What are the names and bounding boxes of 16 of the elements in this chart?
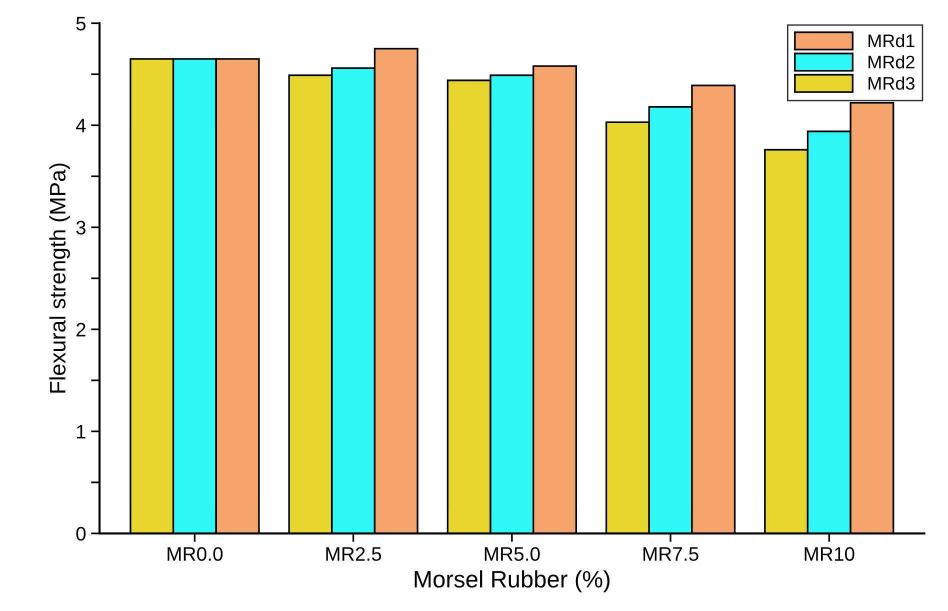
x-tick-label: MR5.0 <box>484 547 540 561</box>
x-axis-title: Morsel Rubber (%) <box>414 570 610 592</box>
x-tick-label: MR2.5 <box>326 547 382 561</box>
legend-label: MRd2 <box>868 55 914 68</box>
y-tick-label: 4 <box>76 118 86 132</box>
y-axis-title: Flexural strength (MPa) <box>49 164 70 393</box>
y-tick-label: 0 <box>76 526 86 541</box>
y-tick-label: 1 <box>77 425 86 438</box>
legend-label: MRd3 <box>868 76 914 90</box>
legend-label: MRd1 <box>868 34 914 48</box>
x-tick-label: MR10 <box>804 547 854 561</box>
y-tick-label: 5 <box>76 16 86 30</box>
x-tick-label: MR0.0 <box>168 547 223 561</box>
x-tick-label: MR7.5 <box>643 547 698 561</box>
y-tick-label: 3 <box>76 220 86 235</box>
y-tick-label: 2 <box>76 322 86 336</box>
